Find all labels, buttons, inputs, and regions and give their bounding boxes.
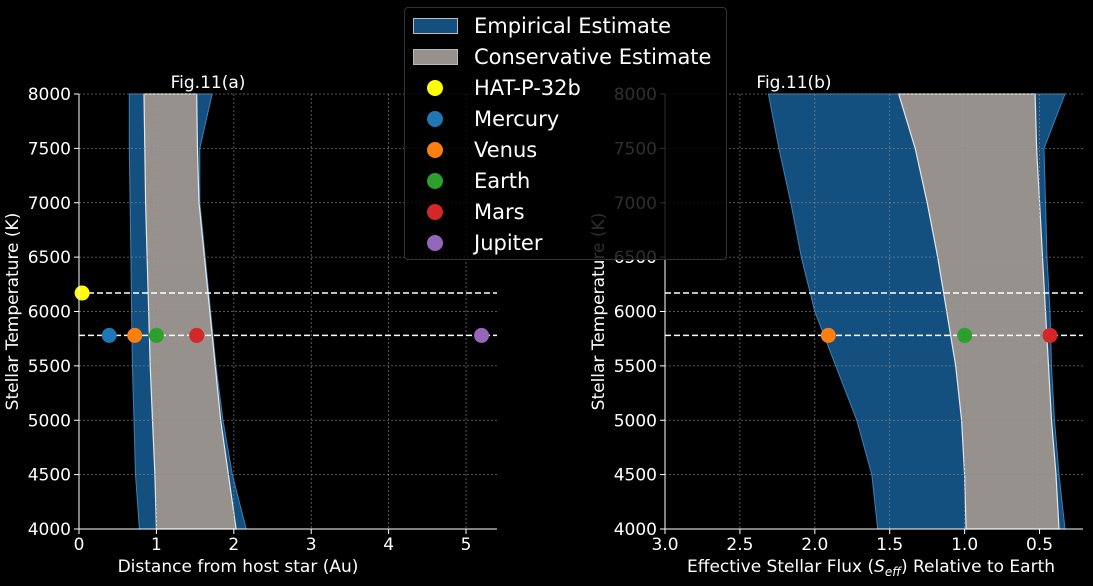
point-venus — [820, 327, 836, 343]
legend-marker — [427, 80, 443, 96]
legend-item-earth: Earth — [413, 166, 530, 196]
conservative-estimate-band — [143, 93, 237, 530]
x-tick-label: 2 — [228, 535, 239, 555]
y-tick-label: 5000 — [28, 411, 71, 431]
legend-label: Jupiter — [474, 231, 543, 255]
point-jupiter — [474, 327, 490, 343]
legend-label: Mars — [474, 200, 525, 224]
x-tick-label: 3 — [306, 535, 317, 555]
y-tick-label: 4000 — [614, 520, 657, 540]
legend-item-venus: Venus — [413, 135, 537, 165]
x-tick-label: 0.5 — [1026, 535, 1053, 555]
y-tick-label: 5500 — [614, 357, 657, 377]
legend-item-jupiter: Jupiter — [413, 228, 542, 258]
legend-label: Empirical Estimate — [474, 14, 672, 38]
y-tick-label: 6000 — [28, 303, 71, 323]
legend-item-hat-p-32b: HAT-P-32b — [413, 73, 581, 103]
legend-marker — [427, 173, 443, 189]
chart-panel-a: 0 1 2 3 4 5 4000 4500 5000 5500 6000 6500 7000 7500 80… — [3, 73, 497, 577]
legend-item-empirical-estimate: Empirical Estimate — [413, 11, 671, 41]
y-tick-label: 6000 — [614, 303, 657, 323]
legend-item-mars: Mars — [413, 197, 525, 227]
x-tick-label: 3.0 — [651, 535, 678, 555]
y-tick-label: 8000 — [28, 85, 71, 105]
legend-marker — [427, 111, 443, 127]
legend-marker — [427, 235, 443, 251]
x-tick-label: 4 — [383, 535, 394, 555]
point-venus — [127, 327, 143, 343]
legend-marker — [427, 142, 443, 158]
legend-swatch — [413, 18, 458, 34]
x-tick-label: 1 — [151, 535, 162, 555]
chart-legend: Empirical Estimate Conservative Estimate H… — [404, 7, 727, 260]
legend-label: Conservative Estimate — [474, 45, 712, 69]
point-mars — [1042, 327, 1058, 343]
point-earth — [148, 327, 164, 343]
legend-label: HAT-P-32b — [474, 76, 581, 100]
y-tick-label: 4500 — [28, 466, 71, 486]
y-tick-label: 6500 — [28, 248, 71, 268]
legend-label: Mercury — [474, 107, 560, 131]
x-tick-label: 2.5 — [726, 535, 753, 555]
x-tick-label: 2.0 — [801, 535, 828, 555]
point-mercury — [101, 327, 117, 343]
x-tick-label: 1.0 — [951, 535, 978, 555]
y-tick-label: 4000 — [28, 520, 71, 540]
point-earth — [957, 327, 973, 343]
legend-label: Earth — [474, 169, 531, 193]
y-tick-label: 7000 — [28, 194, 71, 214]
y-axis-label: Stellar Temperature (K) — [589, 213, 609, 411]
x-axis-label: Distance from host star (Au) — [118, 557, 359, 577]
y-axis-label: Stellar Temperature (K) — [3, 213, 23, 411]
chart-title: Fig.11(b) — [756, 73, 831, 93]
x-tick-label: 0 — [74, 535, 85, 555]
y-tick-label: 4500 — [614, 466, 657, 486]
legend-item-mercury: Mercury — [413, 104, 559, 134]
legend-swatch — [413, 49, 458, 65]
y-tick-label: 7500 — [28, 139, 71, 159]
point-hat-p-32b — [74, 285, 90, 301]
legend-marker — [427, 204, 443, 220]
x-axis-label: Effective Stellar Flux (Seff) Relative t… — [687, 557, 1055, 579]
legend-label: Venus — [474, 138, 538, 162]
y-tick-label: 5500 — [28, 357, 71, 377]
chart-title: Fig.11(a) — [171, 73, 246, 93]
x-tick-label: 5 — [461, 535, 472, 555]
y-tick-label: 5000 — [614, 411, 657, 431]
x-tick-label: 1.5 — [876, 535, 903, 555]
legend-item-conservative-estimate: Conservative Estimate — [413, 42, 711, 72]
point-mars — [189, 327, 205, 343]
